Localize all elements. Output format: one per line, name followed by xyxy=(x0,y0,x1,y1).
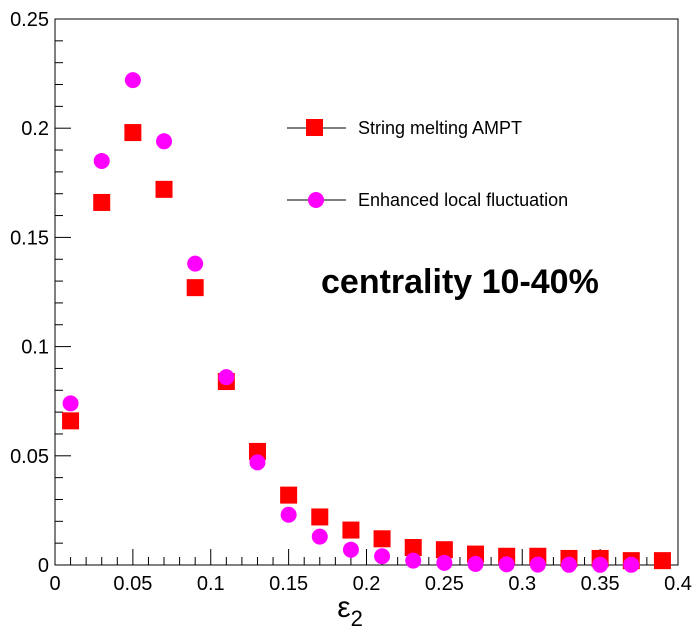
legend-label-string-melting: String melting AMPT xyxy=(358,118,522,138)
data-point-string-melting xyxy=(93,193,111,211)
y-tick-label: 0.2 xyxy=(21,118,49,140)
data-point-string-melting xyxy=(280,486,298,504)
x-axis-title-subscript: 2 xyxy=(351,606,363,631)
x-tick-label: 0.1 xyxy=(197,573,225,595)
data-point-enhanced-fluctuation xyxy=(187,255,204,272)
y-tick-label: 0.05 xyxy=(10,446,49,468)
data-point-enhanced-fluctuation xyxy=(280,506,297,523)
x-axis-title-main: ε xyxy=(337,591,350,624)
data-point-string-melting xyxy=(311,508,329,526)
x-tick-label: 0.3 xyxy=(508,573,536,595)
data-point-enhanced-fluctuation xyxy=(249,454,266,471)
data-point-enhanced-fluctuation xyxy=(467,555,484,572)
x-axis-title: ε2 xyxy=(337,591,363,631)
legend-marker-string-melting xyxy=(306,119,323,136)
x-tick-label: 0.15 xyxy=(269,573,308,595)
data-point-enhanced-fluctuation xyxy=(62,395,79,412)
data-point-enhanced-fluctuation xyxy=(592,556,609,573)
y-tick-label: 0 xyxy=(38,555,49,577)
data-point-enhanced-fluctuation xyxy=(374,548,391,565)
legend: String melting AMPT Enhanced local fluct… xyxy=(287,118,568,210)
y-tick-label: 0.1 xyxy=(21,337,49,359)
data-points xyxy=(62,72,671,573)
data-point-enhanced-fluctuation xyxy=(156,133,173,150)
x-tick-label: 0.2 xyxy=(353,573,381,595)
data-point-string-melting xyxy=(155,180,173,198)
data-point-enhanced-fluctuation xyxy=(436,554,453,571)
data-point-string-melting xyxy=(124,124,142,142)
tick-labels: 0 0.05 0.1 0.15 0.2 0.25 0.3 0.35 0.4 0 0.05 0.1 0.1… xyxy=(10,9,692,595)
data-point-enhanced-fluctuation xyxy=(529,556,546,573)
data-point-string-melting xyxy=(62,412,80,430)
y-tick-label: 0.15 xyxy=(10,227,49,249)
legend-marker-enhanced-fluctuation xyxy=(308,192,324,208)
centrality-annotation: centrality 10-40% xyxy=(321,263,599,301)
data-point-string-melting xyxy=(404,539,422,557)
data-point-enhanced-fluctuation xyxy=(342,541,359,558)
data-point-string-melting xyxy=(342,521,360,539)
data-point-string-melting xyxy=(653,552,671,570)
data-point-enhanced-fluctuation xyxy=(124,72,141,89)
data-point-enhanced-fluctuation xyxy=(623,556,640,573)
data-point-enhanced-fluctuation xyxy=(498,556,515,573)
data-point-enhanced-fluctuation xyxy=(560,556,577,573)
data-point-enhanced-fluctuation xyxy=(218,369,235,386)
x-tick-label: 0.05 xyxy=(113,573,152,595)
x-tick-label: 0 xyxy=(49,573,60,595)
x-tick-label: 0.25 xyxy=(425,573,464,595)
x-tick-label: 0.4 xyxy=(664,573,692,595)
x-tick-label: 0.35 xyxy=(581,573,620,595)
data-point-string-melting xyxy=(373,530,391,548)
data-point-enhanced-fluctuation xyxy=(405,552,422,569)
legend-label-enhanced-fluctuation: Enhanced local fluctuation xyxy=(358,190,568,210)
y-tick-label: 0.25 xyxy=(10,9,49,31)
data-point-enhanced-fluctuation xyxy=(311,528,328,545)
data-point-string-melting xyxy=(186,279,204,297)
data-point-string-melting xyxy=(435,541,453,559)
data-point-enhanced-fluctuation xyxy=(93,152,110,169)
